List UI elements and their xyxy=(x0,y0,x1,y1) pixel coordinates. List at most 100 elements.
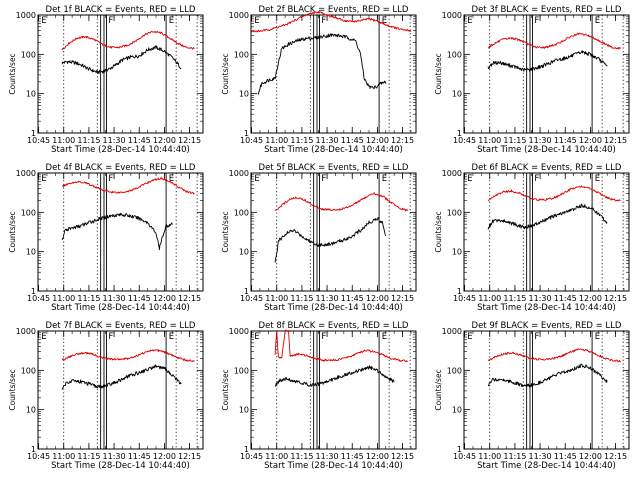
x-tick-label: 11:45 xyxy=(341,452,364,461)
x-axis-label: Start Time (28-Dec-14 10:44:40) xyxy=(51,461,190,471)
y-tick-label: 100 xyxy=(21,50,36,59)
marker-label: E xyxy=(169,16,174,26)
y-tick-label: 1 xyxy=(457,287,462,296)
x-tick-label: 10:45 xyxy=(453,452,476,461)
marker-label: E xyxy=(41,174,46,184)
x-tick-label: 11:30 xyxy=(316,136,339,145)
panel-title: Det 6f BLACK = Events, RED = LLD xyxy=(472,163,622,173)
x-axis-label: Start Time (28-Dec-14 10:44:40) xyxy=(477,303,616,313)
panel-title: Det 7f BLACK = Events, RED = LLD xyxy=(46,321,196,331)
events-series-line xyxy=(274,217,387,263)
marker-label: E xyxy=(382,332,387,342)
x-tick-label: 12:00 xyxy=(366,294,389,303)
x-axis-label: Start Time (28-Dec-14 10:44:40) xyxy=(477,461,616,471)
x-tick-label: 10:45 xyxy=(453,294,476,303)
events-series-line xyxy=(257,33,387,95)
marker-label: E xyxy=(595,174,600,184)
y-axis: 1 10 100 1000 xyxy=(229,327,416,454)
y-tick-label: 1000 xyxy=(16,327,36,336)
plot-frame xyxy=(250,172,417,292)
x-tick-label: 11:15 xyxy=(503,452,526,461)
x-tick-label: 11:45 xyxy=(341,136,364,145)
x-axis-label: Start Time (28-Dec-14 10:44:40) xyxy=(264,461,403,471)
x-axis-label: Start Time (28-Dec-14 10:44:40) xyxy=(264,145,403,155)
events-series-line xyxy=(487,363,608,388)
y-tick-label: 1000 xyxy=(16,11,36,20)
marker-label: F xyxy=(534,16,539,26)
x-tick-label: 11:00 xyxy=(265,452,288,461)
y-tick-label: 10 xyxy=(239,248,249,257)
panel-det-8: Det 8f BLACK = Events, RED = LLD11010010… xyxy=(221,321,417,471)
x-tick-label: 12:00 xyxy=(579,136,602,145)
x-tick-label: 10:45 xyxy=(27,452,50,461)
y-axis: 1 10 100 1000 xyxy=(16,11,203,138)
marker-label: E xyxy=(467,332,472,342)
x-tick-label: 11:15 xyxy=(290,294,313,303)
x-tick-label: 10:45 xyxy=(453,136,476,145)
marker-label: F xyxy=(108,332,113,342)
x-tick-label: 11:00 xyxy=(478,294,501,303)
y-tick-label: 100 xyxy=(21,208,36,217)
plot-frame xyxy=(463,330,630,450)
y-tick-label: 10 xyxy=(26,406,36,415)
lld-series-line xyxy=(274,192,409,212)
x-tick-label: 12:15 xyxy=(391,136,414,145)
x-axis-label: Start Time (28-Dec-14 10:44:40) xyxy=(51,303,190,313)
x-axis: 10:45 11:00 11:15 11:30 11:45 12:00 12:15 xyxy=(453,15,627,145)
y-tick-label: 1000 xyxy=(229,169,249,178)
x-axis-label: Start Time (28-Dec-14 10:44:40) xyxy=(51,145,190,155)
y-tick-label: 1 xyxy=(457,445,462,454)
y-tick-label: 1 xyxy=(244,445,249,454)
x-tick-label: 11:30 xyxy=(529,294,552,303)
y-tick-label: 1000 xyxy=(16,169,36,178)
panel-title: Det 8f BLACK = Events, RED = LLD xyxy=(259,321,409,331)
y-axis-label: Counts/sec xyxy=(221,211,230,252)
events-series-line xyxy=(61,45,182,74)
lld-series-line xyxy=(251,10,412,33)
x-tick-label: 12:00 xyxy=(579,294,602,303)
x-tick-label: 11:30 xyxy=(103,452,126,461)
x-axis: 10:45 11:00 11:15 11:30 11:45 12:00 12:15 xyxy=(27,15,201,145)
y-tick-label: 10 xyxy=(239,90,249,99)
y-axis: 1 10 100 1000 xyxy=(442,327,629,454)
y-tick-label: 100 xyxy=(234,208,249,217)
y-axis-label: Counts/sec xyxy=(8,53,17,94)
x-tick-label: 11:30 xyxy=(316,294,339,303)
panel-det-3: Det 3f BLACK = Events, RED = LLD11010010… xyxy=(434,5,630,155)
panel-det-7: Det 7f BLACK = Events, RED = LLD11010010… xyxy=(8,321,204,471)
marker-label: E xyxy=(169,174,174,184)
x-tick-label: 12:00 xyxy=(153,452,176,461)
x-tick-label: 12:15 xyxy=(391,452,414,461)
marker-label: F xyxy=(321,174,326,184)
marker-label: E xyxy=(254,174,259,184)
panel-det-4: Det 4f BLACK = Events, RED = LLD11010010… xyxy=(8,163,204,313)
marker-label: E xyxy=(41,16,46,26)
y-tick-label: 10 xyxy=(452,90,462,99)
x-tick-label: 12:00 xyxy=(153,294,176,303)
x-tick-label: 11:30 xyxy=(103,294,126,303)
lld-series-line xyxy=(61,349,195,362)
marker-label: E xyxy=(169,332,174,342)
x-axis-label: Start Time (28-Dec-14 10:44:40) xyxy=(477,145,616,155)
y-tick-label: 100 xyxy=(234,50,249,59)
lld-series-line xyxy=(487,348,621,363)
marker-label: E xyxy=(467,174,472,184)
y-axis-label: Counts/sec xyxy=(434,53,443,94)
x-tick-label: 11:15 xyxy=(77,136,100,145)
x-tick-label: 11:45 xyxy=(341,294,364,303)
x-tick-label: 12:00 xyxy=(153,136,176,145)
x-tick-label: 11:00 xyxy=(265,294,288,303)
plot-frame xyxy=(463,14,630,134)
marker-label: E xyxy=(254,16,259,26)
x-tick-label: 11:45 xyxy=(554,294,577,303)
x-tick-label: 11:45 xyxy=(128,136,151,145)
y-axis: 1 10 100 1000 xyxy=(229,11,416,138)
x-tick-label: 11:30 xyxy=(529,136,552,145)
x-tick-label: 12:15 xyxy=(178,452,201,461)
